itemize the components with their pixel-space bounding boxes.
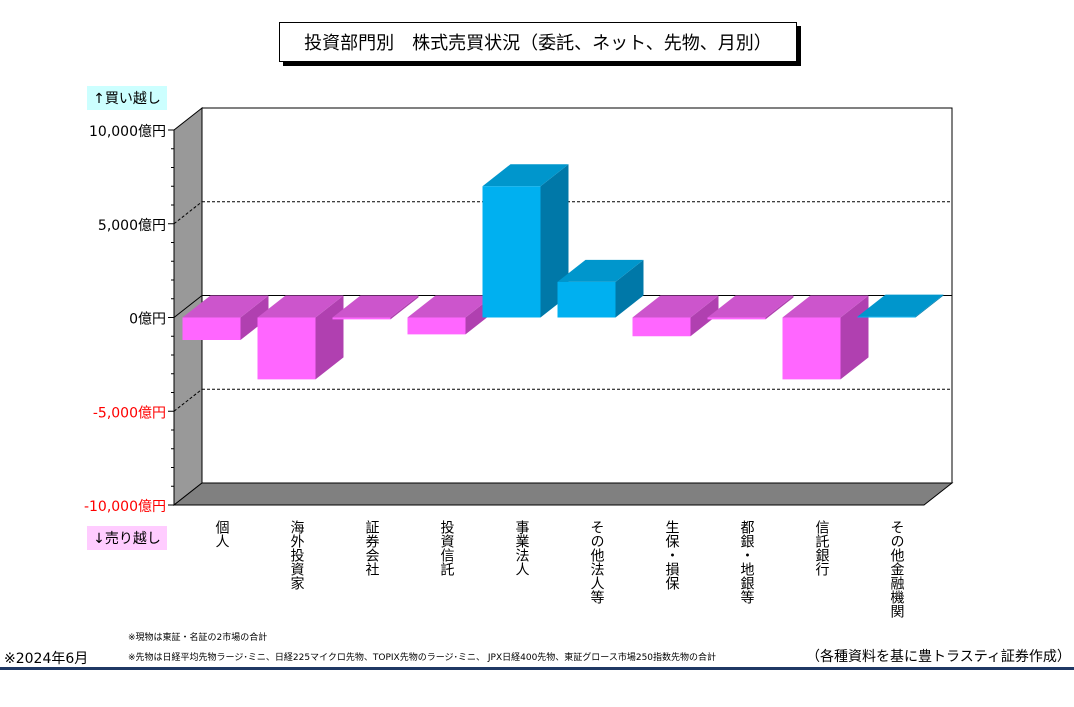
bar-side (615, 259, 644, 318)
bar-side (390, 295, 419, 320)
buy-label: ↑買い越し (87, 86, 167, 110)
category-label: 個人 (214, 520, 230, 548)
category-label: 都銀・地銀等 (739, 520, 755, 604)
bar-side (915, 294, 944, 318)
note-futures: ※先物は日経平均先物ラージ･ミニ、日経225マイクロ先物、TOPIX先物のラージ… (128, 653, 717, 663)
chart-floor (172, 482, 954, 506)
bar-top (332, 295, 419, 318)
category-label: 生保・損保 (664, 520, 680, 590)
category-label: 投資信託 (439, 520, 455, 576)
category-label: 海外投資家 (289, 520, 305, 590)
bar-top (857, 294, 944, 317)
bar-top (182, 295, 269, 318)
sell-label: ↓売り越し (87, 526, 167, 550)
bar (332, 317, 391, 320)
bar (407, 317, 466, 335)
bar-top (782, 295, 869, 318)
y-tick-label: 0億円 (129, 312, 166, 328)
bar-top (407, 295, 494, 318)
y-tick-label: -5,000億円 (93, 405, 166, 421)
category-label: 証券会社 (364, 520, 380, 576)
chart-title: 投資部門別 株式売買状況（委託、ネット、先物、月別） (279, 22, 797, 62)
bar-top (557, 259, 644, 282)
category-label: 信託銀行 (814, 520, 830, 577)
note-spot: ※現物は東証・名証の2市場の合計 (128, 633, 268, 643)
category-label: その他金融機関 (889, 520, 905, 619)
bar (707, 317, 766, 320)
y-tick-label: -10,000億円 (84, 499, 166, 515)
bar-side (765, 295, 794, 320)
gridline-side (173, 201, 203, 225)
source-credit: （各種資料を基に豊トラスティ証券作成） (806, 649, 1071, 665)
bar (257, 317, 316, 380)
gridline-side (173, 295, 203, 318)
bar (782, 317, 841, 380)
gridline-side (173, 388, 203, 412)
bar (482, 186, 541, 318)
bar-side (690, 295, 719, 337)
bar (632, 317, 691, 337)
y-tick-label: 5,000億円 (98, 218, 166, 234)
y-tick-label: 10,000億円 (89, 124, 166, 140)
bar-top (707, 295, 794, 318)
bar-top (482, 164, 569, 187)
category-label: 事業法人 (514, 520, 530, 576)
bar (182, 317, 241, 340)
bar-top (257, 295, 344, 318)
date-note: ※2024年6月 (4, 651, 89, 667)
bar (857, 316, 916, 318)
bar-top (632, 295, 719, 318)
category-label: その他法人等 (589, 520, 605, 604)
bottom-rule (0, 667, 1074, 670)
bar-side (240, 295, 269, 340)
bar (557, 281, 616, 318)
